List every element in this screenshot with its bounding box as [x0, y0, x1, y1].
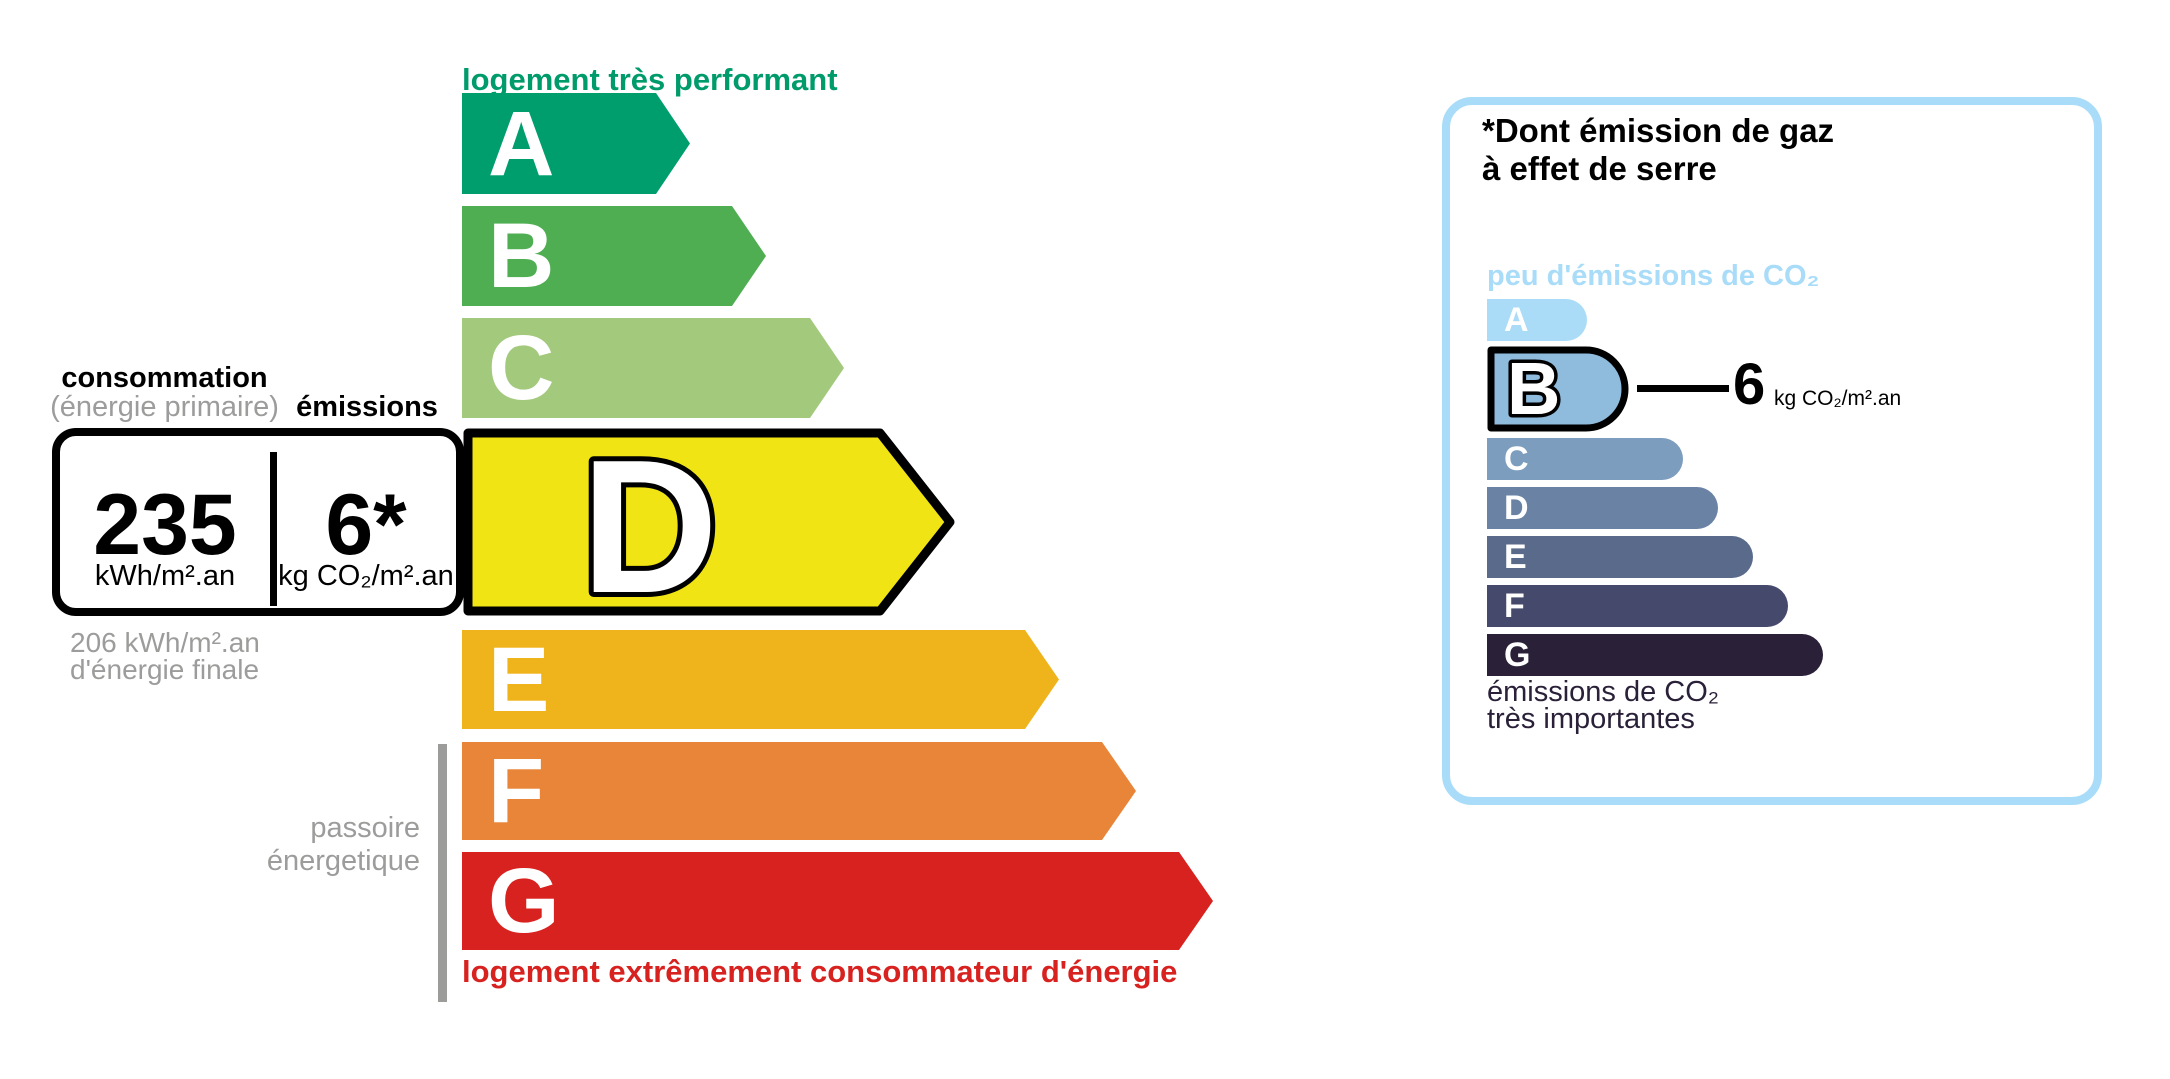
rating-value-box [52, 428, 464, 616]
co2-panel-title-line2: à effet de serre [1482, 150, 1717, 187]
top-performance-label: logement très performant [462, 62, 838, 97]
bottom-consumption-label: logement extrêmement consommateur d'éner… [462, 954, 1178, 989]
grade-letter: B [488, 205, 555, 307]
energy-grade-arrow-d: D [463, 428, 955, 616]
grade-letter: F [1504, 587, 1525, 625]
grade-letter: G [488, 850, 560, 952]
consumption-header: consommation [61, 362, 268, 394]
energy-grade-bar-e: E [462, 630, 1059, 729]
consumption-unit: kWh/m².an [94, 560, 236, 592]
co2-grade-arrow-b: B [1487, 346, 1629, 432]
consumption-subheader: (énergie primaire) [50, 391, 279, 423]
grade-letter: A [488, 92, 555, 195]
grade-letter: C [1504, 440, 1529, 478]
grade-letter: F [488, 740, 545, 842]
final-energy-note-line2: d'énergie finale [70, 654, 260, 685]
energy-grade-bar-g: G [462, 852, 1213, 950]
grade-letter: E [488, 628, 550, 731]
consumption-value: 235 [93, 477, 237, 573]
co2-rating-connector-line [1637, 385, 1729, 392]
energy-sieve-label-line1: passoire [310, 812, 420, 844]
grade-letter: C [488, 317, 555, 419]
energy-grade-bar-c: C [462, 318, 844, 418]
emissions-header: émissions [296, 391, 438, 423]
co2-grade-bar-f: F [1487, 585, 1788, 627]
co2-grade-b-letter: B [1507, 347, 1560, 430]
co2-grade-bar-g: G [1487, 634, 1823, 676]
grade-d-arrow-shape [463, 428, 955, 616]
co2-grade-bar-d: D [1487, 487, 1718, 529]
co2-panel-title-line1: *Dont émission de gaz [1482, 112, 1835, 149]
co2-rating-unit: kg CO₂/m².an [1774, 387, 1902, 410]
grade-letter: A [1504, 301, 1529, 339]
final-energy-note-line1: 206 kWh/m².an [70, 627, 260, 658]
grade-letter: G [1504, 636, 1531, 674]
co2-grade-bar-e: E [1487, 536, 1753, 578]
grade-d-letter: D [581, 428, 718, 616]
co2-grade-bar-a: A [1487, 299, 1587, 341]
energy-sieve-label-line2: énergetique [266, 845, 420, 877]
co2-low-emissions-label: peu d'émissions de CO₂ [1487, 260, 1820, 292]
grade-letter: D [1504, 489, 1529, 527]
emissions-unit: kg CO₂/m².an [278, 560, 454, 592]
co2-grade-b-shape [1487, 346, 1629, 432]
co2-rating-value: 6 [1733, 352, 1766, 417]
energy-grade-bar-b: B [462, 206, 766, 306]
energy-grade-bar-f: F [462, 742, 1136, 840]
co2-high-emissions-label-line2: très importantes [1487, 703, 1695, 735]
co2-grade-bar-c: C [1487, 438, 1683, 480]
grade-letter: E [1504, 538, 1527, 576]
energy-grade-bar-a: A [462, 93, 690, 194]
sieve-range-bar [438, 744, 447, 1002]
emissions-value: 6* [325, 477, 407, 573]
rating-box-divider [270, 452, 277, 606]
co2-high-emissions-label-line1: émissions de CO₂ [1487, 676, 1720, 708]
